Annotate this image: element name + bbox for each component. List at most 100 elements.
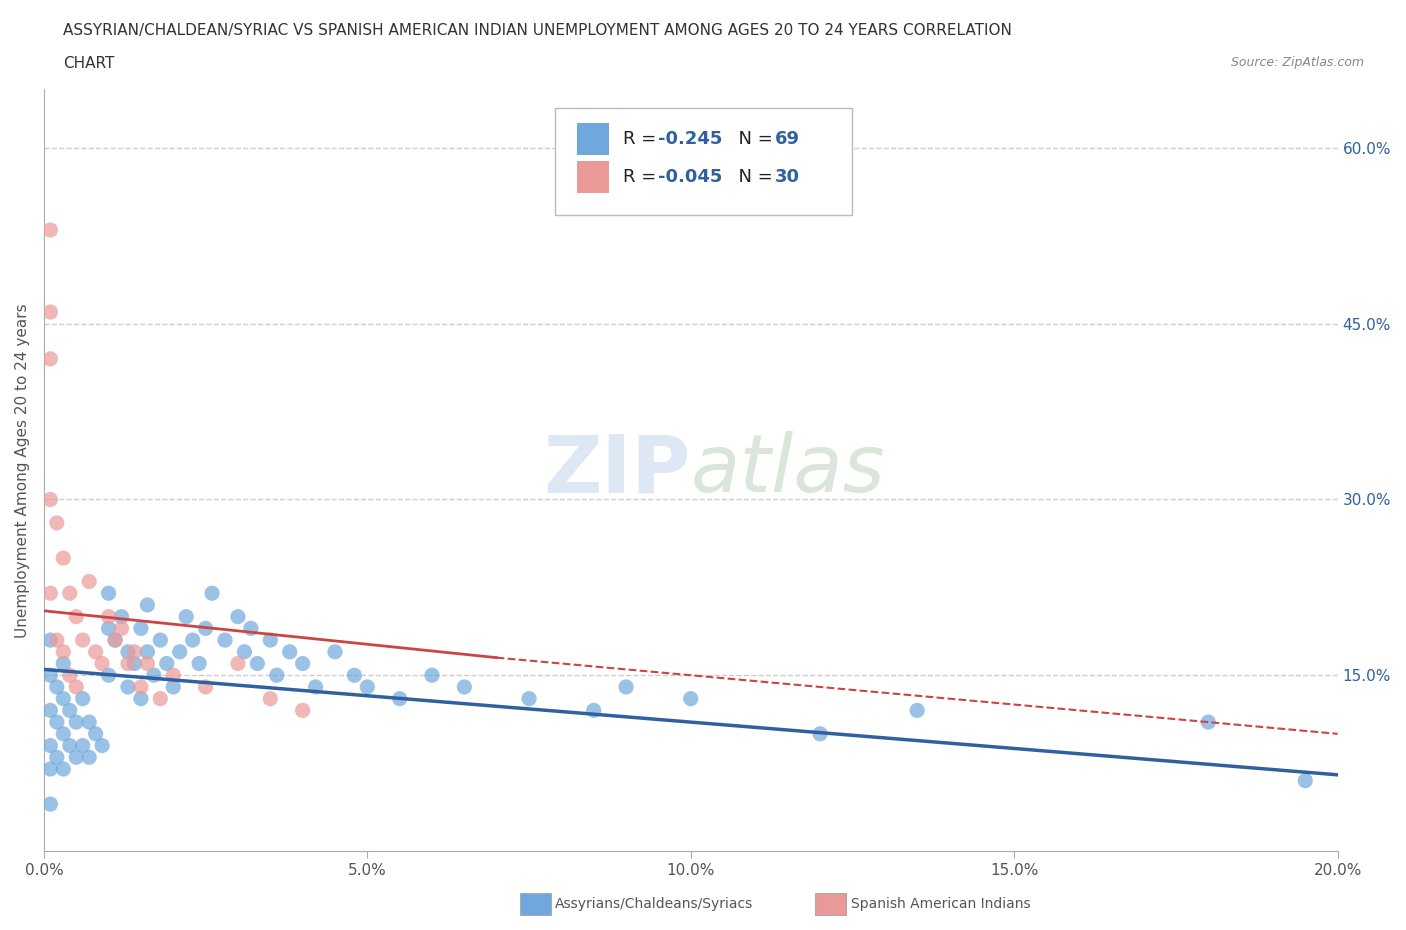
Point (39, 492, 62, 507)
Point (39, 352, 62, 366)
Point (188, 656, 211, 671)
Point (169, 644, 191, 659)
Point (97, 668, 120, 683)
Point (91, 738, 114, 753)
Point (45, 515, 67, 530)
Point (65, 609, 87, 624)
Point (59, 738, 82, 753)
Point (124, 656, 146, 671)
Point (304, 680, 326, 695)
Point (194, 621, 217, 636)
Point (65, 750, 87, 764)
Point (77, 714, 100, 729)
Point (149, 632, 172, 647)
Point (84, 644, 107, 659)
Point (104, 632, 127, 647)
Point (323, 644, 346, 659)
Point (39, 762, 62, 777)
Point (156, 656, 179, 671)
Point (84, 726, 107, 741)
Point (72, 691, 94, 706)
Point (129, 621, 152, 636)
Point (110, 621, 132, 636)
Text: 69: 69 (775, 130, 800, 148)
Y-axis label: Unemployment Among Ages 20 to 24 years: Unemployment Among Ages 20 to 24 years (15, 303, 30, 637)
Point (239, 621, 262, 636)
Text: ZIP: ZIP (544, 432, 690, 510)
Point (45, 680, 67, 695)
Point (905, 703, 928, 718)
Point (39, 738, 62, 753)
Point (129, 691, 152, 706)
Point (45, 750, 67, 764)
Point (388, 691, 411, 706)
Point (91, 656, 114, 671)
Point (39, 632, 62, 647)
Point (129, 680, 152, 695)
Point (45, 714, 67, 729)
Point (52, 762, 75, 777)
Text: CHART: CHART (63, 56, 115, 71)
Point (52, 551, 75, 565)
Point (39, 586, 62, 601)
Point (343, 668, 366, 683)
Text: ASSYRIAN/CHALDEAN/SYRIAC VS SPANISH AMERICAN INDIAN UNEMPLOYMENT AMONG AGES 20 T: ASSYRIAN/CHALDEAN/SYRIAC VS SPANISH AMER… (63, 23, 1012, 38)
Point (1294, 773, 1316, 788)
Point (278, 644, 301, 659)
Point (59, 703, 82, 718)
Point (97, 609, 120, 624)
Point (517, 691, 540, 706)
Text: Source: ZipAtlas.com: Source: ZipAtlas.com (1230, 56, 1364, 69)
FancyBboxPatch shape (576, 123, 609, 155)
Point (39, 797, 62, 812)
FancyBboxPatch shape (555, 109, 852, 215)
Point (104, 632, 127, 647)
Point (110, 609, 132, 624)
Point (39, 703, 62, 718)
Point (39, 222, 62, 237)
Point (124, 644, 146, 659)
Text: Assyrians/Chaldeans/Syriacs: Assyrians/Chaldeans/Syriacs (555, 897, 754, 911)
Point (149, 691, 172, 706)
Point (142, 668, 165, 683)
Text: Spanish American Indians: Spanish American Indians (851, 897, 1031, 911)
Point (201, 586, 224, 601)
Point (356, 680, 378, 695)
Point (808, 726, 831, 741)
Point (226, 656, 249, 671)
Point (162, 680, 184, 695)
Point (582, 703, 605, 718)
Point (39, 668, 62, 683)
Point (266, 668, 288, 683)
Point (52, 644, 75, 659)
Point (45, 632, 67, 647)
Text: -0.045: -0.045 (658, 168, 723, 186)
Point (136, 597, 159, 612)
Point (174, 609, 197, 624)
Point (65, 714, 87, 729)
Text: -0.245: -0.245 (658, 130, 723, 148)
Point (77, 750, 100, 764)
Point (291, 656, 314, 671)
Text: R =: R = (623, 168, 662, 186)
Point (59, 586, 82, 601)
Text: N =: N = (727, 130, 779, 148)
Point (72, 738, 94, 753)
Point (614, 680, 637, 695)
Point (233, 644, 256, 659)
Point (162, 668, 184, 683)
Point (52, 656, 75, 671)
Point (72, 632, 94, 647)
Point (259, 632, 281, 647)
Point (246, 656, 269, 671)
Point (420, 668, 443, 683)
Point (181, 632, 204, 647)
Point (226, 609, 249, 624)
Point (679, 691, 702, 706)
Point (117, 656, 139, 671)
Point (65, 680, 87, 695)
Point (136, 656, 159, 671)
Point (52, 726, 75, 741)
Text: 30: 30 (775, 168, 800, 186)
Point (214, 632, 236, 647)
